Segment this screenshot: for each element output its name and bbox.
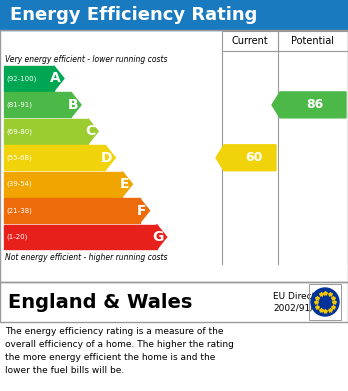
Text: England & Wales: England & Wales [8,292,192,312]
Text: G: G [152,230,164,244]
Circle shape [311,288,339,316]
Text: B: B [68,98,78,112]
Text: EU Directive
2002/91/EC: EU Directive 2002/91/EC [273,292,329,312]
Text: Energy Efficiency Rating: Energy Efficiency Rating [10,6,258,24]
Text: overall efficiency of a home. The higher the rating: overall efficiency of a home. The higher… [5,340,234,349]
Bar [0,30,348,282]
Text: Very energy efficient - lower running costs: Very energy efficient - lower running co… [5,54,167,63]
Polygon shape [122,172,132,197]
Bar [4,224,157,249]
Text: 60: 60 [245,151,263,164]
Polygon shape [105,145,115,170]
Text: E: E [120,177,129,191]
Text: (1-20): (1-20) [6,234,27,240]
Polygon shape [272,92,346,118]
Text: (21-38): (21-38) [6,207,32,214]
Text: F: F [137,204,147,218]
Polygon shape [71,92,81,117]
Text: Not energy efficient - higher running costs: Not energy efficient - higher running co… [5,253,167,262]
Text: (81-91): (81-91) [6,102,32,108]
Text: (39-54): (39-54) [6,181,32,187]
Polygon shape [216,145,276,171]
Text: C: C [85,124,95,138]
Bar [4,198,140,223]
Text: Current: Current [232,36,268,46]
Polygon shape [88,119,98,144]
Text: 86: 86 [306,99,324,111]
Bar [4,66,54,91]
Bar [278,31,348,51]
Bar [309,284,341,320]
Bar [0,0,348,30]
Bar [4,119,88,144]
Bar [4,92,71,117]
Text: (69-80): (69-80) [6,128,32,135]
Text: D: D [101,151,112,165]
Polygon shape [54,66,64,91]
Text: Potential: Potential [292,36,334,46]
Text: A: A [50,72,61,86]
Bar [0,282,348,322]
Bar [4,172,122,197]
Bar [4,145,105,170]
Text: The energy efficiency rating is a measure of the: The energy efficiency rating is a measur… [5,327,223,336]
Polygon shape [157,224,167,249]
Text: the more energy efficient the home is and the: the more energy efficient the home is an… [5,353,215,362]
Bar [222,31,278,51]
Polygon shape [140,198,150,223]
Text: lower the fuel bills will be.: lower the fuel bills will be. [5,366,124,375]
Text: (55-68): (55-68) [6,154,32,161]
Text: (92-100): (92-100) [6,75,37,82]
